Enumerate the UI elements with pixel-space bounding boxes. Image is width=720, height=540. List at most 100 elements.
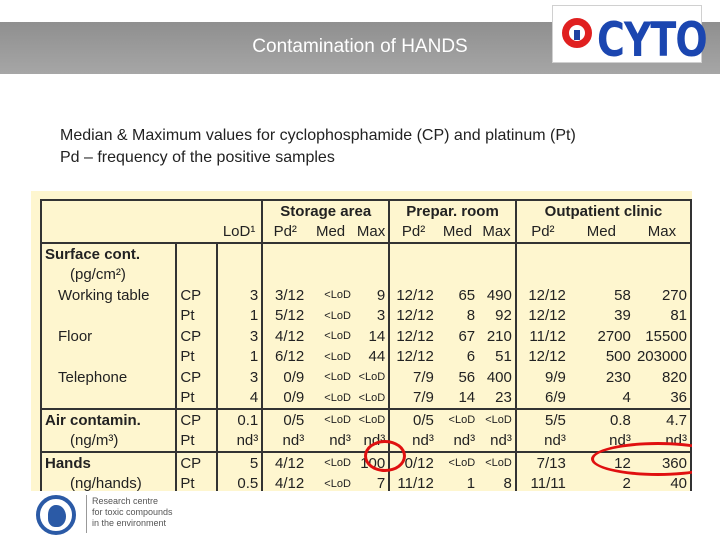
- agent-cell: Pt: [176, 473, 218, 491]
- value-cell: 58: [614, 286, 631, 304]
- highlight-circle-storage-max: [364, 440, 406, 472]
- value-cell: <LoD: [478, 408, 517, 431]
- value-cell: 51: [478, 346, 517, 367]
- value-cell: [569, 243, 634, 265]
- logo-ring-icon: [562, 18, 592, 48]
- value-cell: 6/9: [545, 389, 566, 407]
- value-cell: 0.8: [568, 408, 634, 431]
- value-cell: [389, 265, 437, 286]
- sub-header: Med: [307, 221, 354, 244]
- value-cell: 14: [458, 389, 476, 407]
- value-cell: 11/12: [389, 473, 437, 491]
- value-cell: [516, 265, 569, 286]
- value-cell: nd³: [216, 430, 264, 452]
- table-body: Storage area Prepar. room Outpatient clini…: [39, 199, 692, 491]
- value-cell: [633, 243, 692, 265]
- value-cell: 8: [466, 307, 476, 325]
- table-row: Floor CP 3 4/12 <LoD 14 12/12 67 210 11/12 2700 155…: [39, 326, 692, 347]
- table-row: Working table CP 3 3/12 <LoD 9 12/12 65 490 12/12…: [39, 285, 692, 306]
- sub-header: Med: [568, 221, 634, 244]
- value-cell: 3: [216, 326, 264, 347]
- value-cell: 2700: [597, 327, 631, 345]
- value-cell: <LoD: [436, 408, 479, 431]
- value-cell: 81: [633, 305, 692, 326]
- value-cell: [569, 265, 634, 286]
- value-cell: 12/12: [396, 286, 434, 304]
- header-blank: [176, 199, 217, 222]
- sub-header: Pd²: [262, 221, 308, 244]
- value-cell: [262, 265, 307, 286]
- value-cell: 23: [478, 387, 517, 409]
- table-row: Pt 4 0/9 <LoD <LoD 7/9 14 23 6/9 4 36: [39, 387, 692, 409]
- header-blank: [39, 221, 177, 244]
- value-cell: 12/12: [396, 307, 434, 325]
- value-cell: 11/11: [515, 473, 569, 491]
- value-cell: <LoD: [353, 408, 391, 431]
- footer-line-3: in the environment: [92, 518, 167, 528]
- value-cell: [307, 265, 354, 286]
- row-unit-label: (ng/hands): [39, 473, 178, 491]
- agent-cell: [176, 264, 218, 285]
- sub-header: Pd²: [389, 221, 437, 244]
- agent-cell: Pt: [176, 387, 218, 409]
- value-cell: 39: [614, 307, 631, 325]
- value-cell: 0.1: [216, 408, 264, 431]
- value-cell: <LoD: [353, 387, 391, 409]
- value-cell: 210: [478, 326, 517, 347]
- value-cell: [262, 243, 307, 265]
- value-cell: nd³: [412, 432, 434, 450]
- slide-title: Contamination of HANDS: [252, 36, 468, 57]
- value-cell: 4/12: [262, 451, 308, 474]
- value-cell: 92: [478, 305, 517, 326]
- row-label: [39, 387, 178, 409]
- value-cell: 5: [216, 451, 264, 474]
- subtitle-line-2: Pd – frequency of the positive samples: [60, 149, 335, 166]
- table-row: (pg/cm²): [39, 264, 692, 286]
- value-cell: <LoD: [324, 371, 351, 384]
- group-header: Outpatient clinic: [515, 199, 692, 222]
- footer-line-2: for toxic compounds: [92, 507, 173, 517]
- sub-header: Max: [478, 221, 517, 244]
- row-label: [39, 346, 178, 367]
- row-label: Surface cont.: [39, 243, 178, 265]
- value-cell: 9/9: [545, 368, 566, 386]
- value-cell: nd³: [329, 432, 351, 450]
- slide-subtitle: Median & Maximum values for cyclophospha…: [60, 125, 576, 169]
- logo-text: CYTO: [597, 12, 708, 67]
- value-cell: 11/12: [529, 327, 566, 345]
- value-cell: nd³: [282, 432, 305, 450]
- agent-cell: Pt: [176, 430, 218, 452]
- value-cell: [216, 243, 264, 265]
- sub-header: Pd²: [515, 221, 569, 244]
- row-label: Air contamin.: [39, 408, 178, 431]
- value-cell: 820: [633, 367, 692, 388]
- value-cell: 4: [622, 389, 631, 407]
- value-cell: 7/13: [515, 451, 569, 474]
- value-cell: 270: [633, 285, 692, 306]
- value-cell: <LoD: [353, 367, 391, 388]
- value-cell: 0/9: [283, 389, 305, 407]
- results-table: Storage area Prepar. room Outpatient clini…: [39, 199, 692, 491]
- value-cell: nd³: [544, 432, 566, 450]
- value-cell: 12/12: [396, 348, 434, 366]
- value-cell: 40: [633, 473, 692, 491]
- value-cell: <LoD: [307, 473, 354, 491]
- value-cell: 203000: [633, 346, 692, 367]
- footer-text: Research centre for toxic compounds in t…: [92, 496, 173, 529]
- value-cell: 5/12: [275, 307, 305, 325]
- table-row: Pt 1 5/12 <LoD 3 12/12 8 92 12/12 39 81: [39, 305, 692, 326]
- value-cell: <LoD: [436, 451, 479, 474]
- value-cell: 12/12: [528, 286, 566, 304]
- header-blank: [216, 199, 264, 222]
- value-cell: 9: [353, 285, 391, 306]
- value-cell: 4.7: [633, 408, 692, 431]
- value-cell: 4: [216, 387, 264, 409]
- row-unit-label: (ng/m³): [39, 430, 178, 452]
- agent-cell: CP: [176, 408, 218, 431]
- value-cell: <LoD: [324, 350, 351, 363]
- value-cell: [633, 264, 692, 285]
- row-label: Working table: [39, 285, 178, 306]
- value-cell: 3: [216, 285, 264, 306]
- value-cell: 0/5: [389, 408, 437, 431]
- agent-cell: Pt: [176, 346, 218, 367]
